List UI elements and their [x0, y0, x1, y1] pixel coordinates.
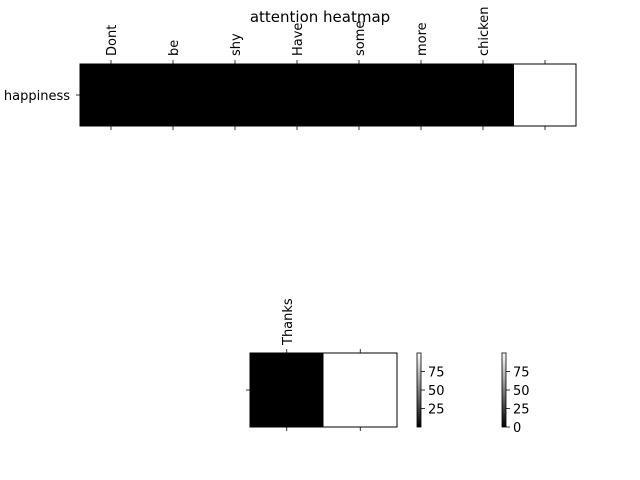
heatmap-top-cell [204, 64, 267, 127]
colorbar-2-gradient [502, 353, 506, 427]
heatmap-top-cell [514, 64, 577, 127]
colorbar-1-gradient [417, 353, 421, 427]
heatmap-bottom-xtick-label: Thanks [281, 298, 296, 346]
colorbar-1-tick-label: 75 [428, 366, 445, 381]
heatmap-top-xtick-label: chicken [477, 7, 492, 56]
heatmap-top-xtick-label: be [167, 40, 182, 56]
heatmap-top-xtick-label: Dont [105, 25, 120, 56]
heatmap-top-cell [452, 64, 515, 127]
heatmap-top-cell [142, 64, 205, 127]
heatmap-top-cell [390, 64, 453, 127]
heatmap-bottom-cell [250, 353, 324, 428]
chart-title: attention heatmap [250, 8, 390, 26]
heatmap-top-cell [80, 64, 143, 127]
colorbar-2-tick-label: 75 [513, 366, 530, 381]
heatmap-bottom: Thanks [246, 298, 398, 431]
heatmap-top-cell [266, 64, 329, 127]
colorbar-2: 0 25 50 75 [501, 352, 530, 436]
colorbar-1-tick-label: 50 [428, 384, 445, 399]
heatmap-top-xtick-label: some [353, 21, 368, 56]
colorbar-1: 25 50 75 [416, 352, 445, 428]
colorbar-2-tick-label: 25 [513, 403, 530, 418]
heatmap-top-xtick-label: Have [291, 23, 306, 56]
colorbar-2-tick-label: 50 [513, 384, 530, 399]
heatmap-top-xtick-label: shy [229, 33, 244, 56]
heatmap-top-xtick-label: more [415, 22, 430, 56]
heatmap-bottom-cell [323, 353, 398, 428]
heatmap-top-ytick-label: happiness [4, 89, 70, 104]
colorbar-1-tick-label: 25 [428, 403, 445, 418]
heatmap-top-cell [328, 64, 391, 127]
heatmap-top: Dont be shy Have some more chicken happiness [4, 7, 577, 130]
colorbar-2-tick-label: 0 [513, 421, 521, 436]
